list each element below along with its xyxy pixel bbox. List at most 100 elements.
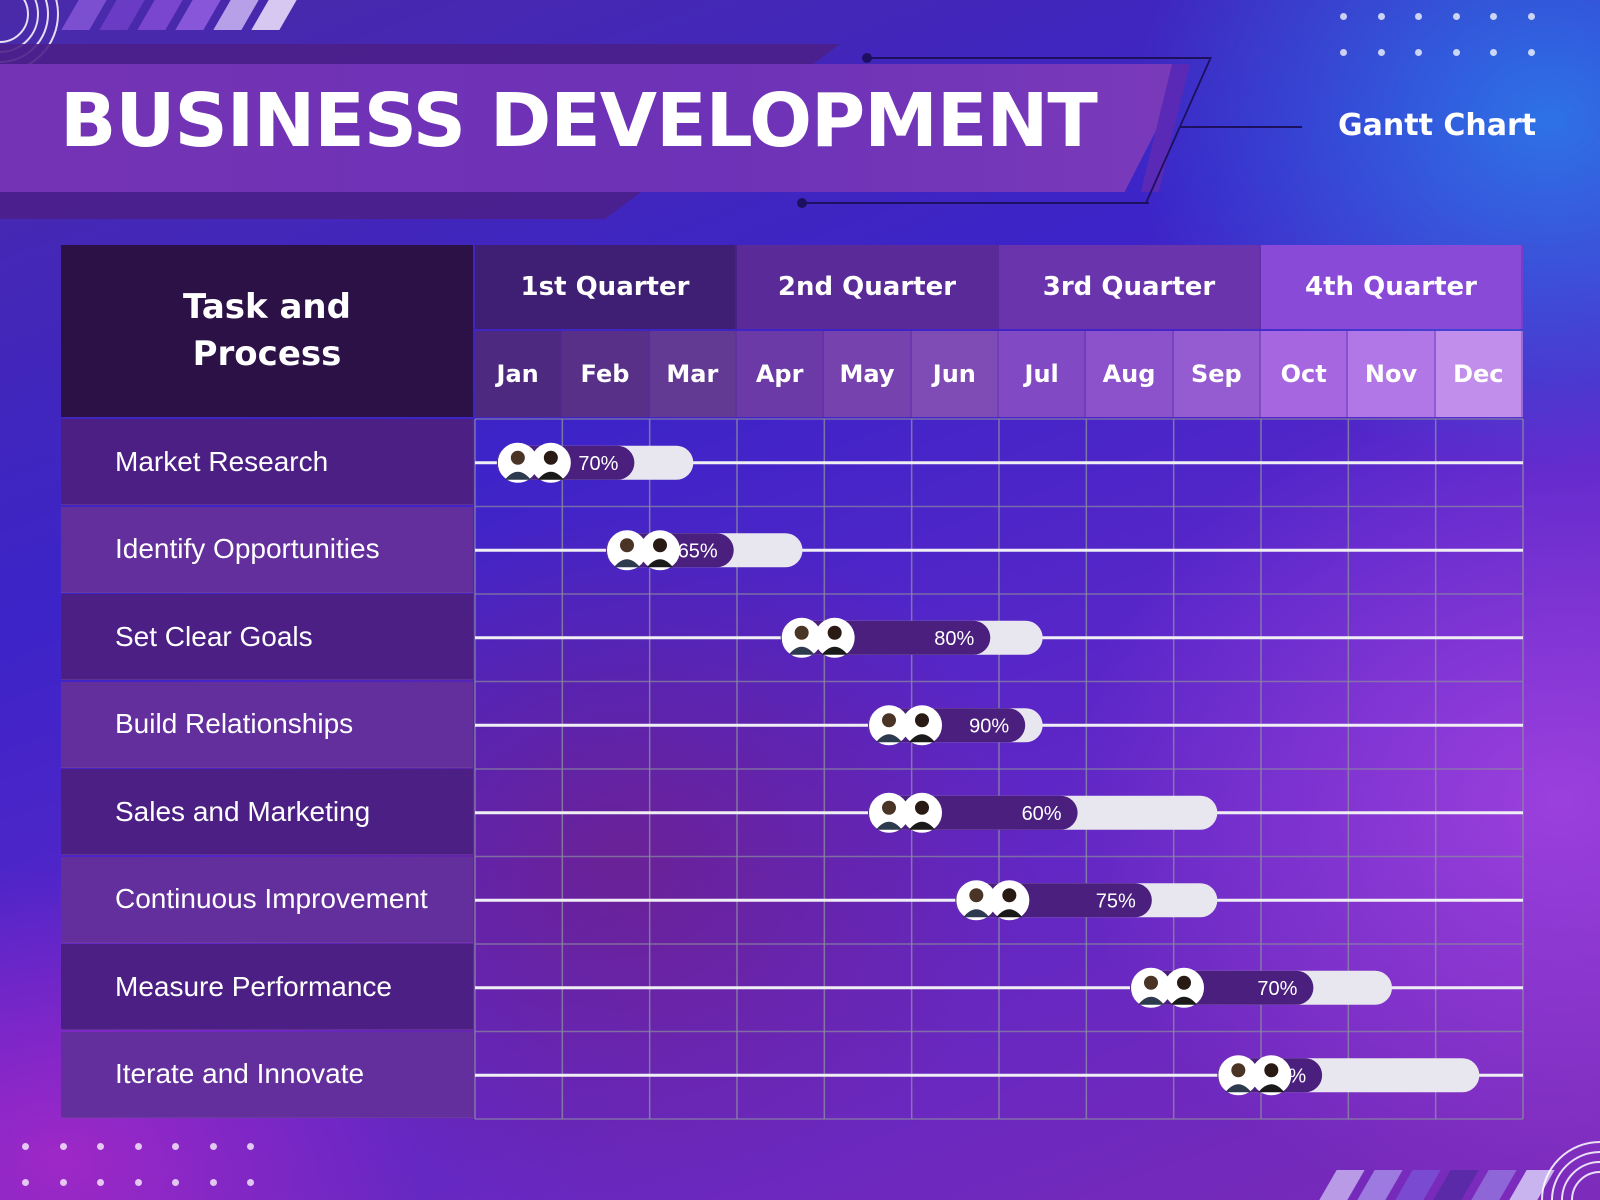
avatar-head-icon xyxy=(882,800,896,815)
month-header: Oct xyxy=(1261,331,1349,417)
top-slash-decoration xyxy=(40,0,300,30)
avatar-body-icon xyxy=(876,821,902,830)
avatar-head-icon xyxy=(969,888,984,903)
avatar-head-icon xyxy=(653,538,667,553)
task-bar-progress xyxy=(1130,970,1314,1005)
dot-pattern-decoration xyxy=(1340,13,1540,63)
decor-dot xyxy=(1490,49,1497,56)
decor-dot xyxy=(1340,13,1347,20)
month-header: Sep xyxy=(1173,331,1261,417)
avatar-body-icon xyxy=(963,909,990,918)
avatar-icon xyxy=(607,530,647,571)
avatar-icon xyxy=(497,442,538,483)
task-bar-track xyxy=(868,795,1218,830)
decor-dot xyxy=(1452,13,1460,20)
avatar-head-icon xyxy=(1002,888,1017,903)
quarter-header: 4th Quarter xyxy=(1261,245,1523,329)
avatar-head-icon xyxy=(1264,1063,1279,1078)
task-bar-progress xyxy=(955,883,1152,918)
header-dot-decoration xyxy=(862,53,872,63)
month-header: Jan xyxy=(475,331,563,417)
avatar-head-icon xyxy=(1177,975,1191,990)
task-progress-label: 75% xyxy=(1096,890,1136,912)
avatar-icon xyxy=(1251,1055,1292,1096)
task-bar-progress xyxy=(868,708,1026,743)
decor-dot xyxy=(97,1143,104,1150)
avatar-body-icon xyxy=(876,734,902,743)
decor-dot xyxy=(1527,13,1535,20)
task-bar-track xyxy=(955,883,1218,918)
decor-dot xyxy=(1490,13,1497,20)
task-progress-label: 60% xyxy=(1022,803,1062,825)
avatar-icon xyxy=(814,617,855,658)
avatar-icon xyxy=(989,880,1030,921)
task-row-label: Set Clear Goals xyxy=(61,594,473,680)
avatar-icon xyxy=(902,792,942,833)
avatar-head-icon xyxy=(1231,1063,1246,1078)
corner-arcs-icon xyxy=(1541,1141,1600,1200)
avatar-body-icon xyxy=(909,821,935,830)
task-bar-track xyxy=(1130,970,1392,1005)
task-row-label: Market Research xyxy=(61,419,473,505)
avatar-icon xyxy=(1218,1055,1259,1096)
avatar-body-icon xyxy=(1225,1084,1252,1093)
decor-dot xyxy=(172,1143,179,1150)
avatar-icon xyxy=(956,880,997,921)
month-header: Jul xyxy=(999,331,1087,417)
avatar-head-icon xyxy=(1144,975,1158,990)
task-bar-progress xyxy=(868,795,1078,830)
decor-dot xyxy=(209,1143,217,1150)
avatar-body-icon xyxy=(1258,1084,1285,1093)
avatar-body-icon xyxy=(647,559,673,568)
avatar-icon xyxy=(640,530,680,571)
task-bar-progress xyxy=(606,533,734,568)
avatar-body-icon xyxy=(909,734,935,743)
month-header: Aug xyxy=(1086,331,1174,417)
decor-dot xyxy=(1377,49,1385,56)
avatar-body-icon xyxy=(788,646,815,655)
month-header: Jun xyxy=(911,331,999,417)
avatar-icon xyxy=(869,705,909,746)
task-bar-track xyxy=(1217,1058,1480,1093)
header-line-decoration xyxy=(1180,126,1302,128)
page-title: BUSINESS DEVELOPMENT xyxy=(60,78,1098,164)
decor-dot xyxy=(1527,49,1535,56)
task-bar-progress xyxy=(780,620,991,655)
avatar-icon xyxy=(1131,967,1171,1008)
task-bar-track xyxy=(496,445,694,480)
header-dot-decoration xyxy=(797,198,807,208)
decor-dot xyxy=(209,1179,217,1186)
decor-dot xyxy=(1415,49,1422,56)
decor-dot xyxy=(1377,13,1385,20)
month-header: Nov xyxy=(1348,331,1436,417)
decor-dot xyxy=(134,1179,142,1186)
header-line-decoration xyxy=(866,57,1210,59)
task-row-label: Measure Performance xyxy=(61,944,473,1030)
avatar-icon xyxy=(1164,967,1204,1008)
avatar-head-icon xyxy=(543,450,558,465)
avatar-body-icon xyxy=(537,471,564,480)
decor-dot xyxy=(59,1179,67,1186)
task-bar-progress xyxy=(496,445,635,480)
decor-dot xyxy=(1340,49,1347,56)
task-column-header: Task and Process xyxy=(61,245,473,417)
decor-dot xyxy=(22,1143,29,1150)
avatar-head-icon xyxy=(620,538,634,553)
quarter-header: 3rd Quarter xyxy=(999,245,1261,329)
quarter-header: 1st Quarter xyxy=(475,245,737,329)
decor-dot xyxy=(59,1143,67,1150)
corner-arcs-icon xyxy=(0,0,59,73)
decor-dot xyxy=(247,1179,254,1186)
decor-dot xyxy=(247,1143,254,1150)
avatar-head-icon xyxy=(915,713,929,728)
task-progress-label: 70% xyxy=(578,453,618,475)
decor-dot xyxy=(97,1179,104,1186)
avatar-icon xyxy=(902,705,942,746)
month-header: Dec xyxy=(1435,331,1523,417)
decor-dot xyxy=(22,1179,29,1186)
task-bar-track xyxy=(868,708,1043,743)
dot-pattern-decoration xyxy=(22,1143,262,1193)
task-progress-label: 40% xyxy=(1266,1065,1306,1087)
avatar-body-icon xyxy=(821,646,848,655)
header-banner xyxy=(0,64,1190,192)
